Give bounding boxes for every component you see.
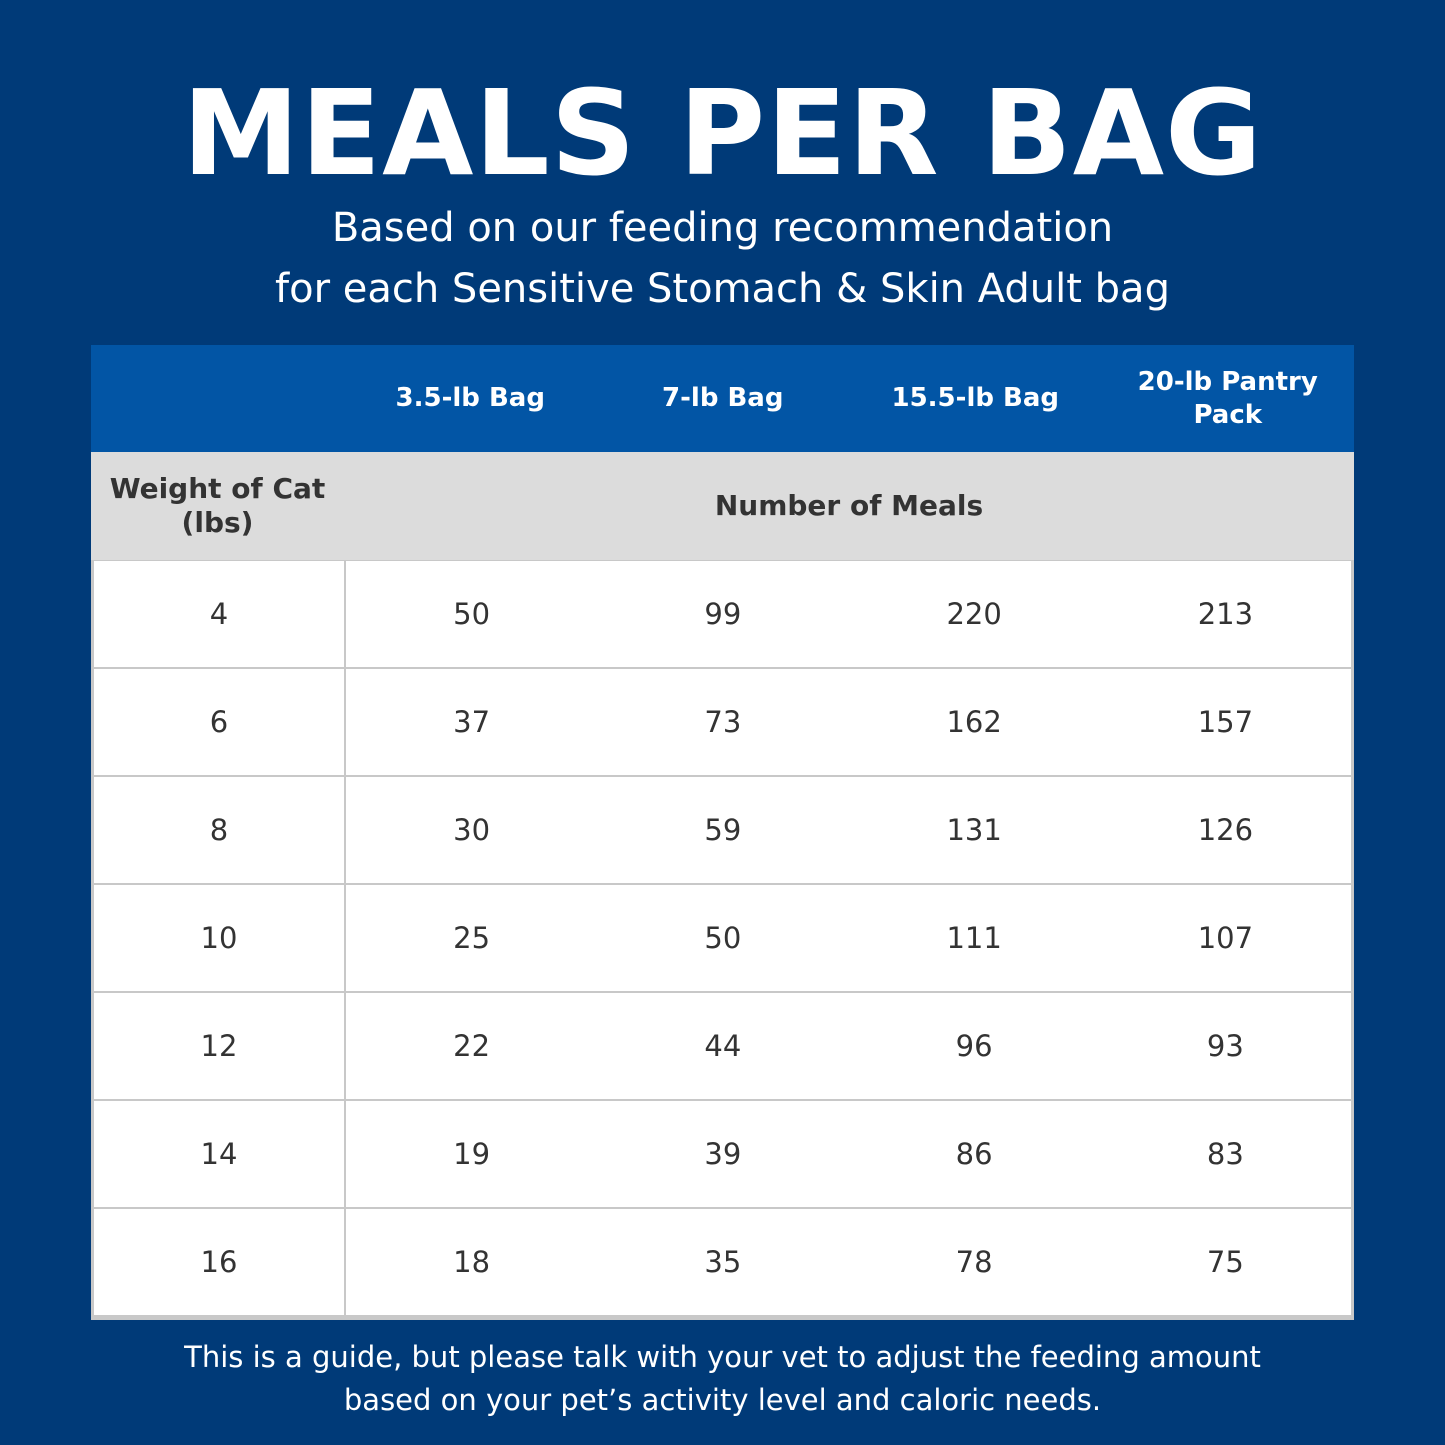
meals-cell: 59: [597, 777, 849, 883]
meals-cell: 50: [597, 885, 849, 991]
meals-cell: 96: [848, 993, 1100, 1099]
meals-cell: 86: [848, 1101, 1100, 1207]
meals-cell: 50: [346, 561, 598, 667]
column-header: 20-lb Pantry Pack: [1137, 366, 1318, 430]
meals-cell: 22: [346, 993, 598, 1099]
meals-cell: 162: [848, 669, 1100, 775]
meals-cell: 78: [848, 1209, 1100, 1315]
weight-cell: 6: [94, 669, 344, 775]
subtitle-line: for each Sensitive Stomach & Skin Adult …: [275, 266, 1170, 312]
weight-cell: 12: [94, 993, 344, 1099]
meals-cell: 107: [1099, 885, 1351, 991]
table-row: 12 22 44 96 93: [94, 993, 1351, 1099]
weight-header-line: Weight of Cat: [109, 472, 326, 505]
weight-header-line: (lbs): [181, 506, 254, 539]
meals-cell: 73: [597, 669, 849, 775]
subtitle-line: Based on our feeding recommendation: [331, 205, 1114, 251]
weight-cell: 10: [94, 885, 344, 991]
column-header: 15.5-lb Bag: [891, 383, 1060, 413]
meals-cell: 126: [1099, 777, 1351, 883]
meals-cell: 99: [597, 561, 849, 667]
weight-cell: 16: [94, 1209, 344, 1315]
meals-cell: 111: [848, 885, 1100, 991]
meals-cell: 18: [346, 1209, 598, 1315]
table-row: 16 18 35 78 75: [94, 1209, 1351, 1315]
header-empty-cell: [91, 345, 344, 452]
table-row: 10 25 50 111 107: [94, 885, 1351, 991]
table-row: 4 50 99 220 213: [94, 561, 1351, 667]
weight-cell: 4: [94, 561, 344, 667]
table-header: 3.5-lb Bag 7-lb Bag 15.5-lb Bag 20-lb Pa…: [91, 345, 1354, 452]
weight-cell: 8: [94, 777, 344, 883]
meals-cell: 131: [848, 777, 1100, 883]
subtitle: Based on our feeding recommendation for …: [0, 198, 1445, 320]
meals-cell: 213: [1099, 561, 1351, 667]
meals-cell: 83: [1099, 1101, 1351, 1207]
meals-cell: 25: [346, 885, 598, 991]
footer-note: This is a guide, but please talk with yo…: [0, 1336, 1445, 1422]
table-body: 4 50 99 220 213 6 37 73 162 157 8 30 59 131 126 10 25 50 1…: [94, 561, 1351, 1317]
weight-cell: 14: [94, 1101, 344, 1207]
meals-cell: 37: [346, 669, 598, 775]
meals-cell: 35: [597, 1209, 849, 1315]
page-title: MEALS PER BAG: [182, 64, 1263, 202]
meals-cell: 39: [597, 1101, 849, 1207]
column-header: 7-lb Bag: [662, 383, 784, 413]
table-row: 6 37 73 162 157: [94, 669, 1351, 775]
meals-cell: 44: [597, 993, 849, 1099]
meals-table: 3.5-lb Bag 7-lb Bag 15.5-lb Bag 20-lb Pa…: [91, 345, 1354, 1320]
meals-cell: 75: [1099, 1209, 1351, 1315]
meals-cell: 220: [848, 561, 1100, 667]
footer-line: based on your pet’s activity level and c…: [343, 1383, 1102, 1417]
weight-header: Weight of Cat (lbs): [91, 452, 344, 560]
column-header: 3.5-lb Bag: [395, 383, 545, 413]
meals-cell: 93: [1099, 993, 1351, 1099]
meals-cell: 30: [346, 777, 598, 883]
table-row: 8 30 59 131 126: [94, 777, 1351, 883]
meals-cell: 19: [346, 1101, 598, 1207]
table-row: 14 19 39 86 83: [94, 1101, 1351, 1207]
footer-line: This is a guide, but please talk with yo…: [184, 1340, 1261, 1374]
meals-cell: 157: [1099, 669, 1351, 775]
table-subheader: Weight of Cat (lbs) Number of Meals: [91, 452, 1354, 560]
meals-header: Number of Meals: [714, 489, 984, 522]
